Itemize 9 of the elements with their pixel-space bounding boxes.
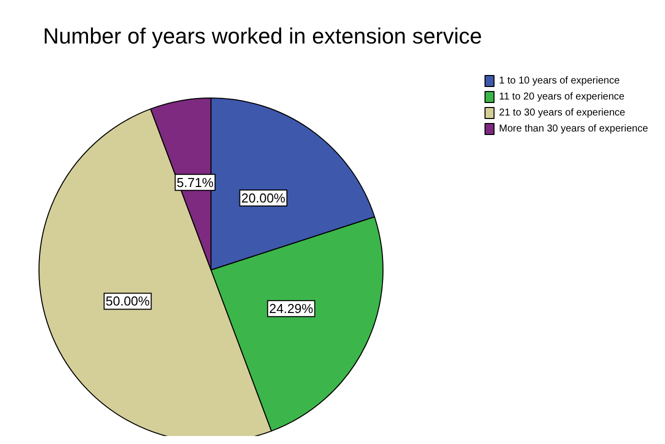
legend-label: 1 to 10 years of experience	[499, 76, 620, 86]
legend-label: 11 to 20 years of experience	[499, 92, 625, 102]
data-label: 20.00%	[241, 190, 286, 206]
chart-title: Number of years worked in extension service	[43, 24, 482, 48]
legend-label: More than 30 years of experience	[499, 124, 648, 134]
data-label: 50.00%	[106, 294, 150, 309]
data-label: 5.71%	[176, 174, 214, 190]
legend-label: 21 to 30 years of experience	[499, 108, 626, 118]
data-label: 24.29%	[269, 301, 314, 316]
